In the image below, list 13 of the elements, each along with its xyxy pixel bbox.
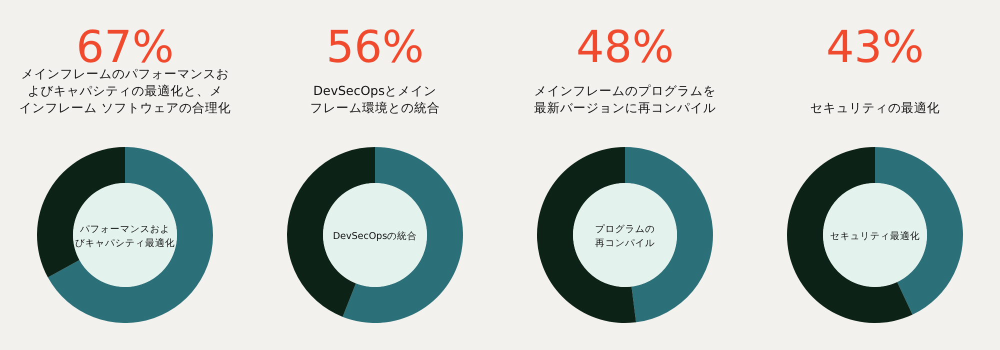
- text: セキュリティ最適化: [830, 230, 920, 242]
- text: パフォーマンスおよびキャパシティ最適化: [75, 224, 175, 249]
- donut-slice: [48, 147, 213, 323]
- chart-subtitle: DevSecOpsとメインフレーム環境との統合: [310, 83, 440, 115]
- chart-title: 43%: [826, 22, 924, 73]
- chart-title: 56%: [326, 22, 424, 73]
- text: DevSecOpsの統合: [332, 230, 418, 242]
- chart-subtitle: メインフレームのプログラムを最新バージョンに再コンパイル: [534, 83, 716, 115]
- donut-slice: [625, 147, 713, 322]
- donut-slice: [537, 147, 636, 323]
- chart-subtitle: セキュリティの最適化: [810, 100, 940, 115]
- chart-title: 48%: [576, 22, 674, 73]
- text: プログラムの再コンパイル: [595, 223, 655, 249]
